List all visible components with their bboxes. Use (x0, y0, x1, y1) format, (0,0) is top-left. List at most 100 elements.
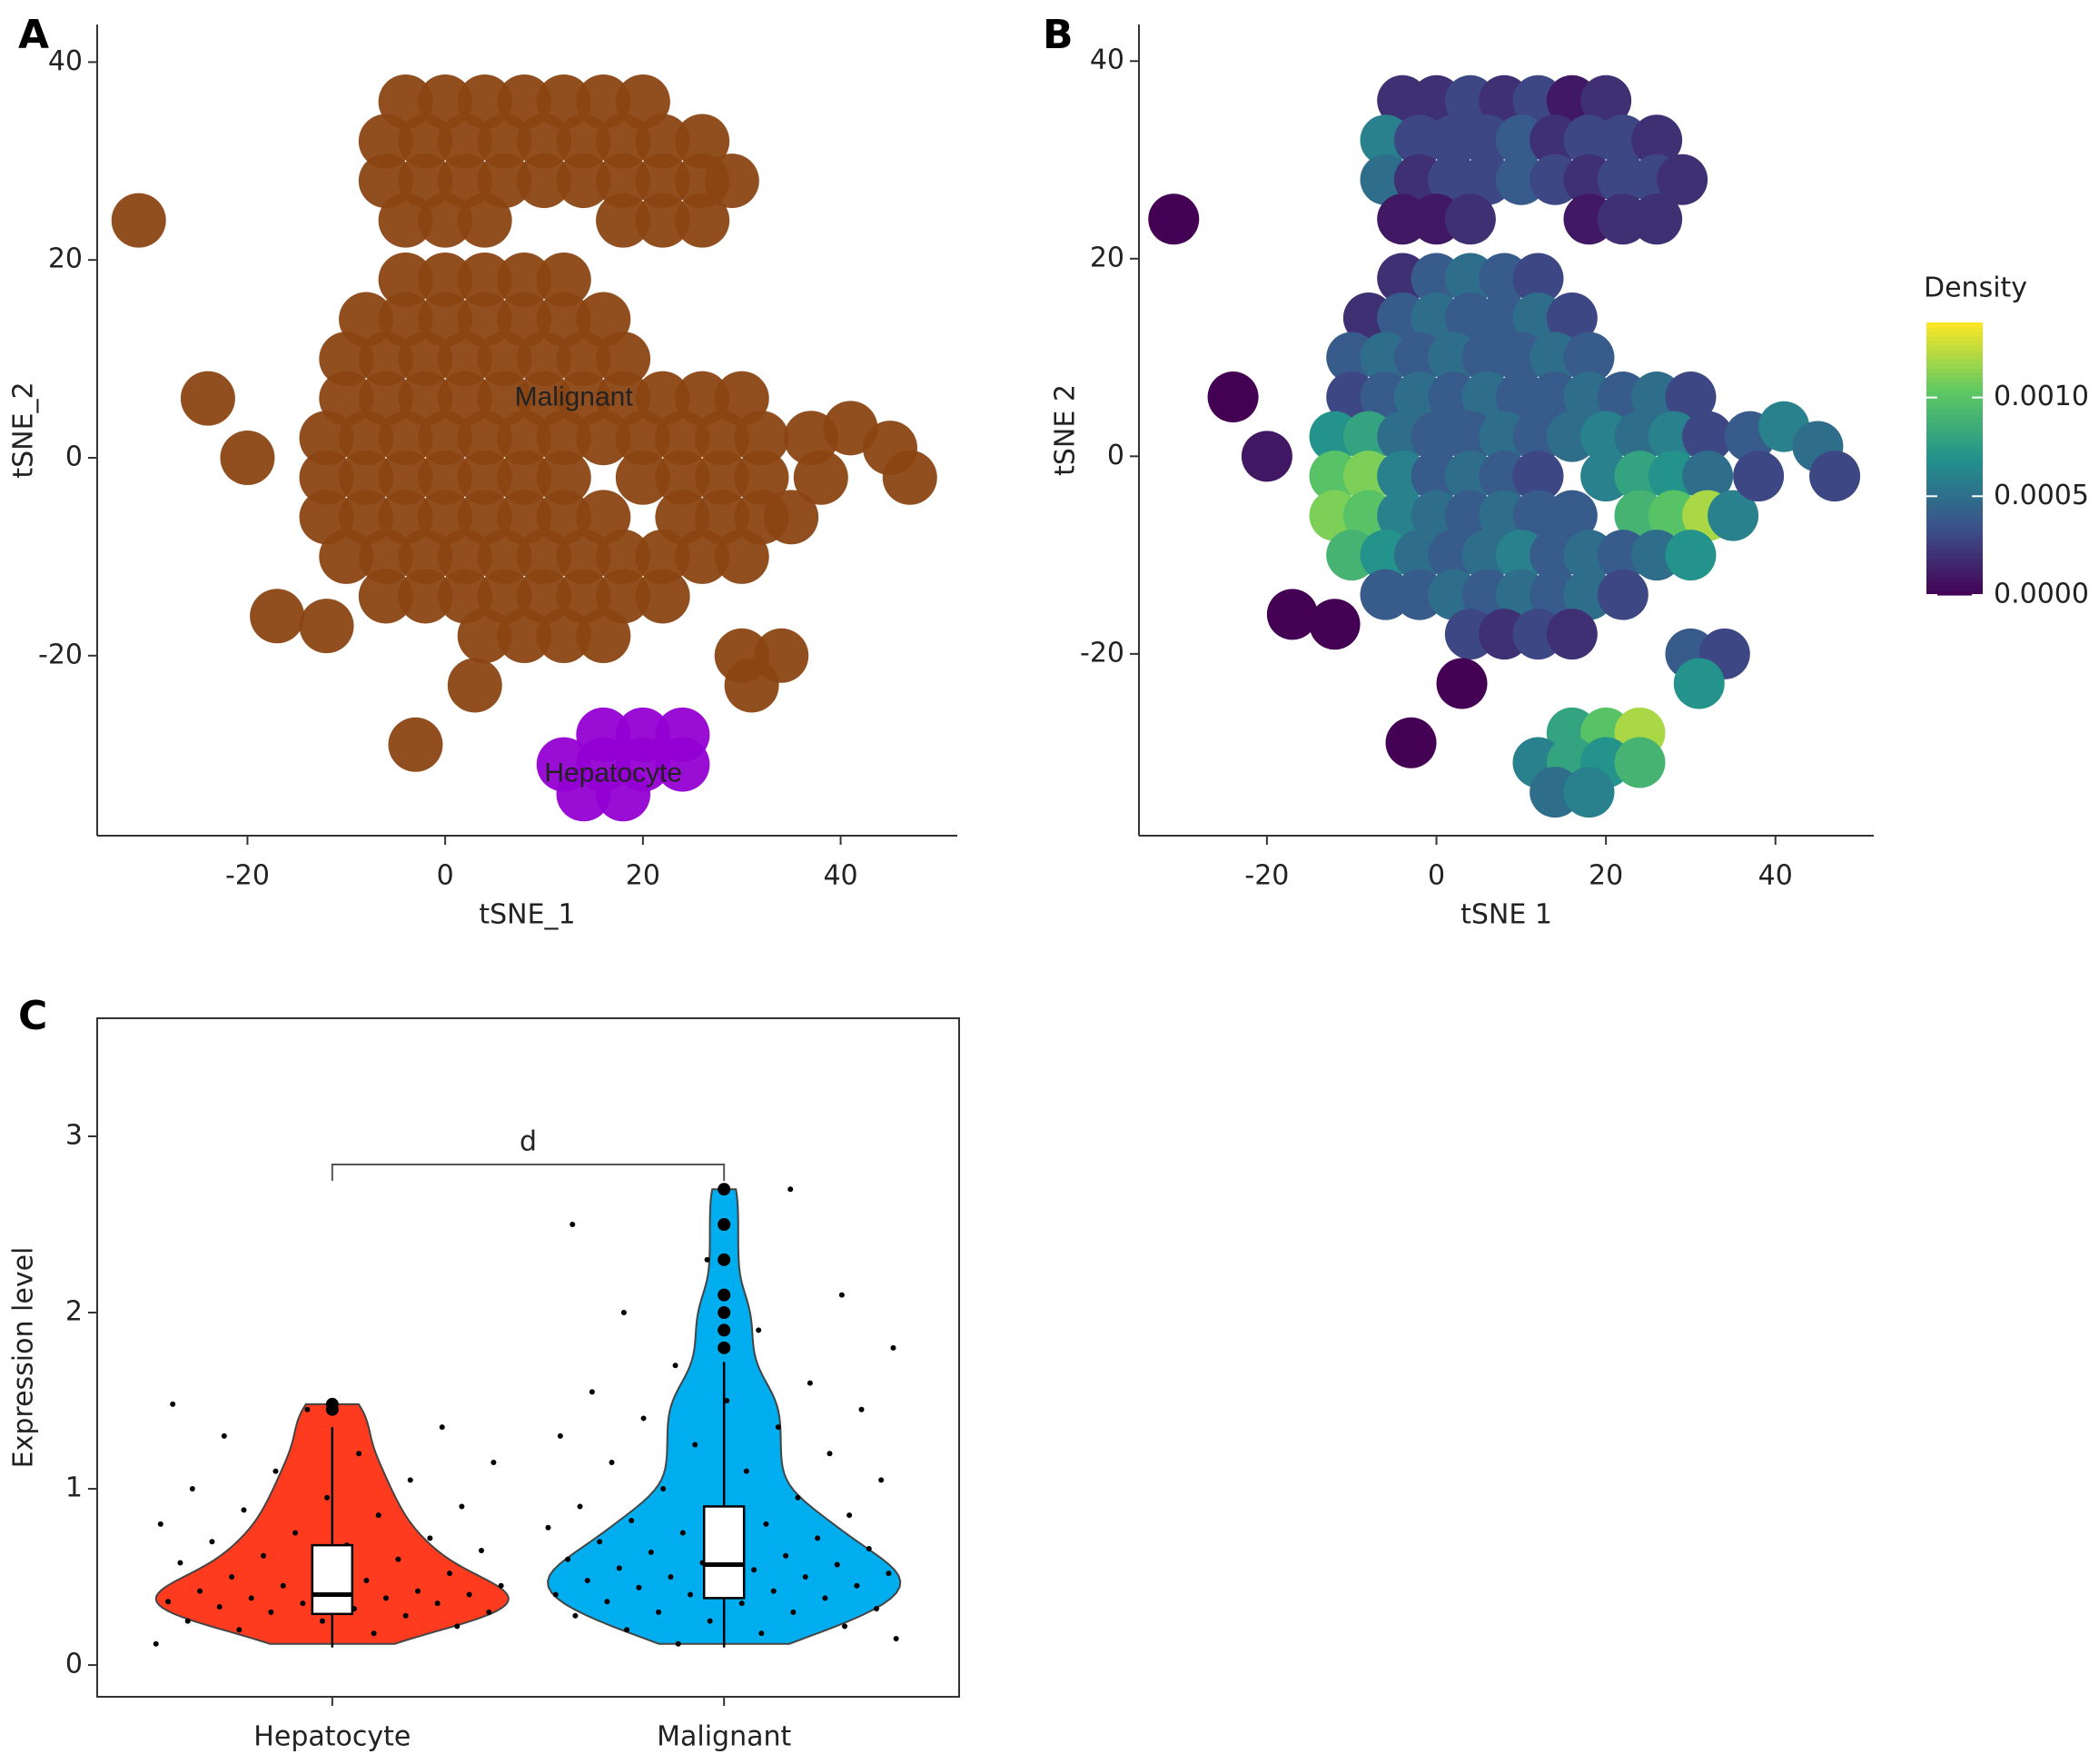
colorbar-cell (1926, 563, 1983, 569)
colorbar-cell (1926, 536, 1983, 541)
jitter-point (692, 1442, 698, 1448)
colorbar-cell (1926, 486, 1983, 491)
jitter-point (827, 1451, 833, 1457)
colorbar-cell (1926, 359, 1983, 364)
point (457, 411, 512, 466)
colorbar-cell (1926, 386, 1983, 391)
point (704, 154, 759, 209)
point (398, 332, 453, 387)
jitter-point (486, 1609, 492, 1615)
point (536, 411, 591, 466)
cluster-label: Malignant (515, 382, 634, 412)
outlier (718, 1218, 731, 1232)
jitter-point (620, 1310, 627, 1316)
colorbar-cell (1926, 581, 1983, 587)
x-tick-label: -20 (225, 860, 270, 892)
colorbar-cell (1926, 454, 1983, 460)
colorbar-cell (1926, 500, 1983, 505)
colorbar-cell (1926, 559, 1983, 564)
significance-label: d (520, 1126, 537, 1158)
jitter-point (604, 1599, 610, 1605)
colorbar-cell (1926, 545, 1983, 550)
jitter-point (878, 1477, 885, 1483)
point (882, 450, 937, 505)
point (339, 450, 394, 505)
point (1546, 609, 1598, 660)
point (299, 599, 354, 654)
jitter-point (770, 1588, 777, 1594)
point (1657, 154, 1708, 205)
point (576, 411, 631, 466)
point (457, 609, 512, 664)
jitter-point (629, 1517, 635, 1523)
x-tick-label: Malignant (657, 1721, 791, 1753)
point (596, 767, 651, 822)
point (1809, 451, 1861, 502)
jitter-point (688, 1591, 694, 1598)
point (556, 332, 611, 387)
jitter-point (569, 1222, 576, 1228)
point (734, 450, 789, 505)
point (250, 589, 305, 644)
plot-frame (96, 1017, 960, 1698)
jitter-point (427, 1535, 433, 1541)
colorbar-cell (1926, 418, 1983, 423)
point (1309, 599, 1361, 650)
point (457, 193, 512, 248)
jitter-point (395, 1556, 401, 1562)
point (556, 529, 611, 584)
colorbar-tick-label: 0.0005 (1994, 480, 2089, 511)
colorbar-cell (1926, 322, 1983, 328)
colorbar-cell (1926, 531, 1983, 537)
point (635, 154, 690, 209)
point (536, 252, 591, 307)
point (447, 658, 502, 713)
panel-letter: B (1043, 12, 1074, 58)
point (694, 411, 749, 466)
outlier (718, 1306, 731, 1320)
colorbar-cell (1926, 468, 1983, 473)
x-tick-label: 40 (1758, 860, 1793, 892)
y-axis-title: tSNE 2 (1050, 384, 1082, 476)
colorbar-cell (1926, 540, 1983, 546)
colorbar-cell (1926, 395, 1983, 401)
jitter-point (248, 1595, 254, 1601)
colorbar-cell (1926, 527, 1983, 532)
colorbar-cell (1926, 577, 1983, 582)
jitter-point (300, 1600, 306, 1607)
jitter-point (640, 1415, 647, 1422)
jitter-point (743, 1468, 749, 1474)
point (457, 450, 512, 505)
x-axis-title: tSNE_1 (479, 899, 575, 931)
jitter-point (577, 1503, 583, 1510)
colorbar-cell (1926, 377, 1983, 382)
point (675, 529, 730, 584)
jitter-point (858, 1406, 865, 1412)
point (398, 569, 453, 624)
colorbar-cell (1926, 509, 1983, 514)
point (724, 658, 779, 713)
point (1241, 431, 1292, 482)
box (702, 1505, 746, 1600)
point (1563, 332, 1615, 383)
jitter-point (756, 1327, 762, 1333)
jitter-point (197, 1588, 203, 1594)
jitter-point (292, 1530, 299, 1536)
point (694, 450, 749, 505)
jitter-point (157, 1521, 163, 1527)
jitter-point (272, 1468, 279, 1474)
jitter-point (656, 1609, 662, 1615)
point (536, 450, 591, 505)
point (517, 154, 572, 209)
colorbar-cell (1926, 372, 1983, 378)
point (764, 490, 819, 545)
jitter-point (790, 1609, 797, 1615)
point (556, 767, 611, 822)
point (517, 332, 572, 387)
point (1682, 451, 1734, 502)
jitter-point (466, 1591, 472, 1598)
jitter-point (209, 1539, 215, 1545)
point (536, 609, 591, 664)
colorbar-cell (1926, 345, 1983, 351)
